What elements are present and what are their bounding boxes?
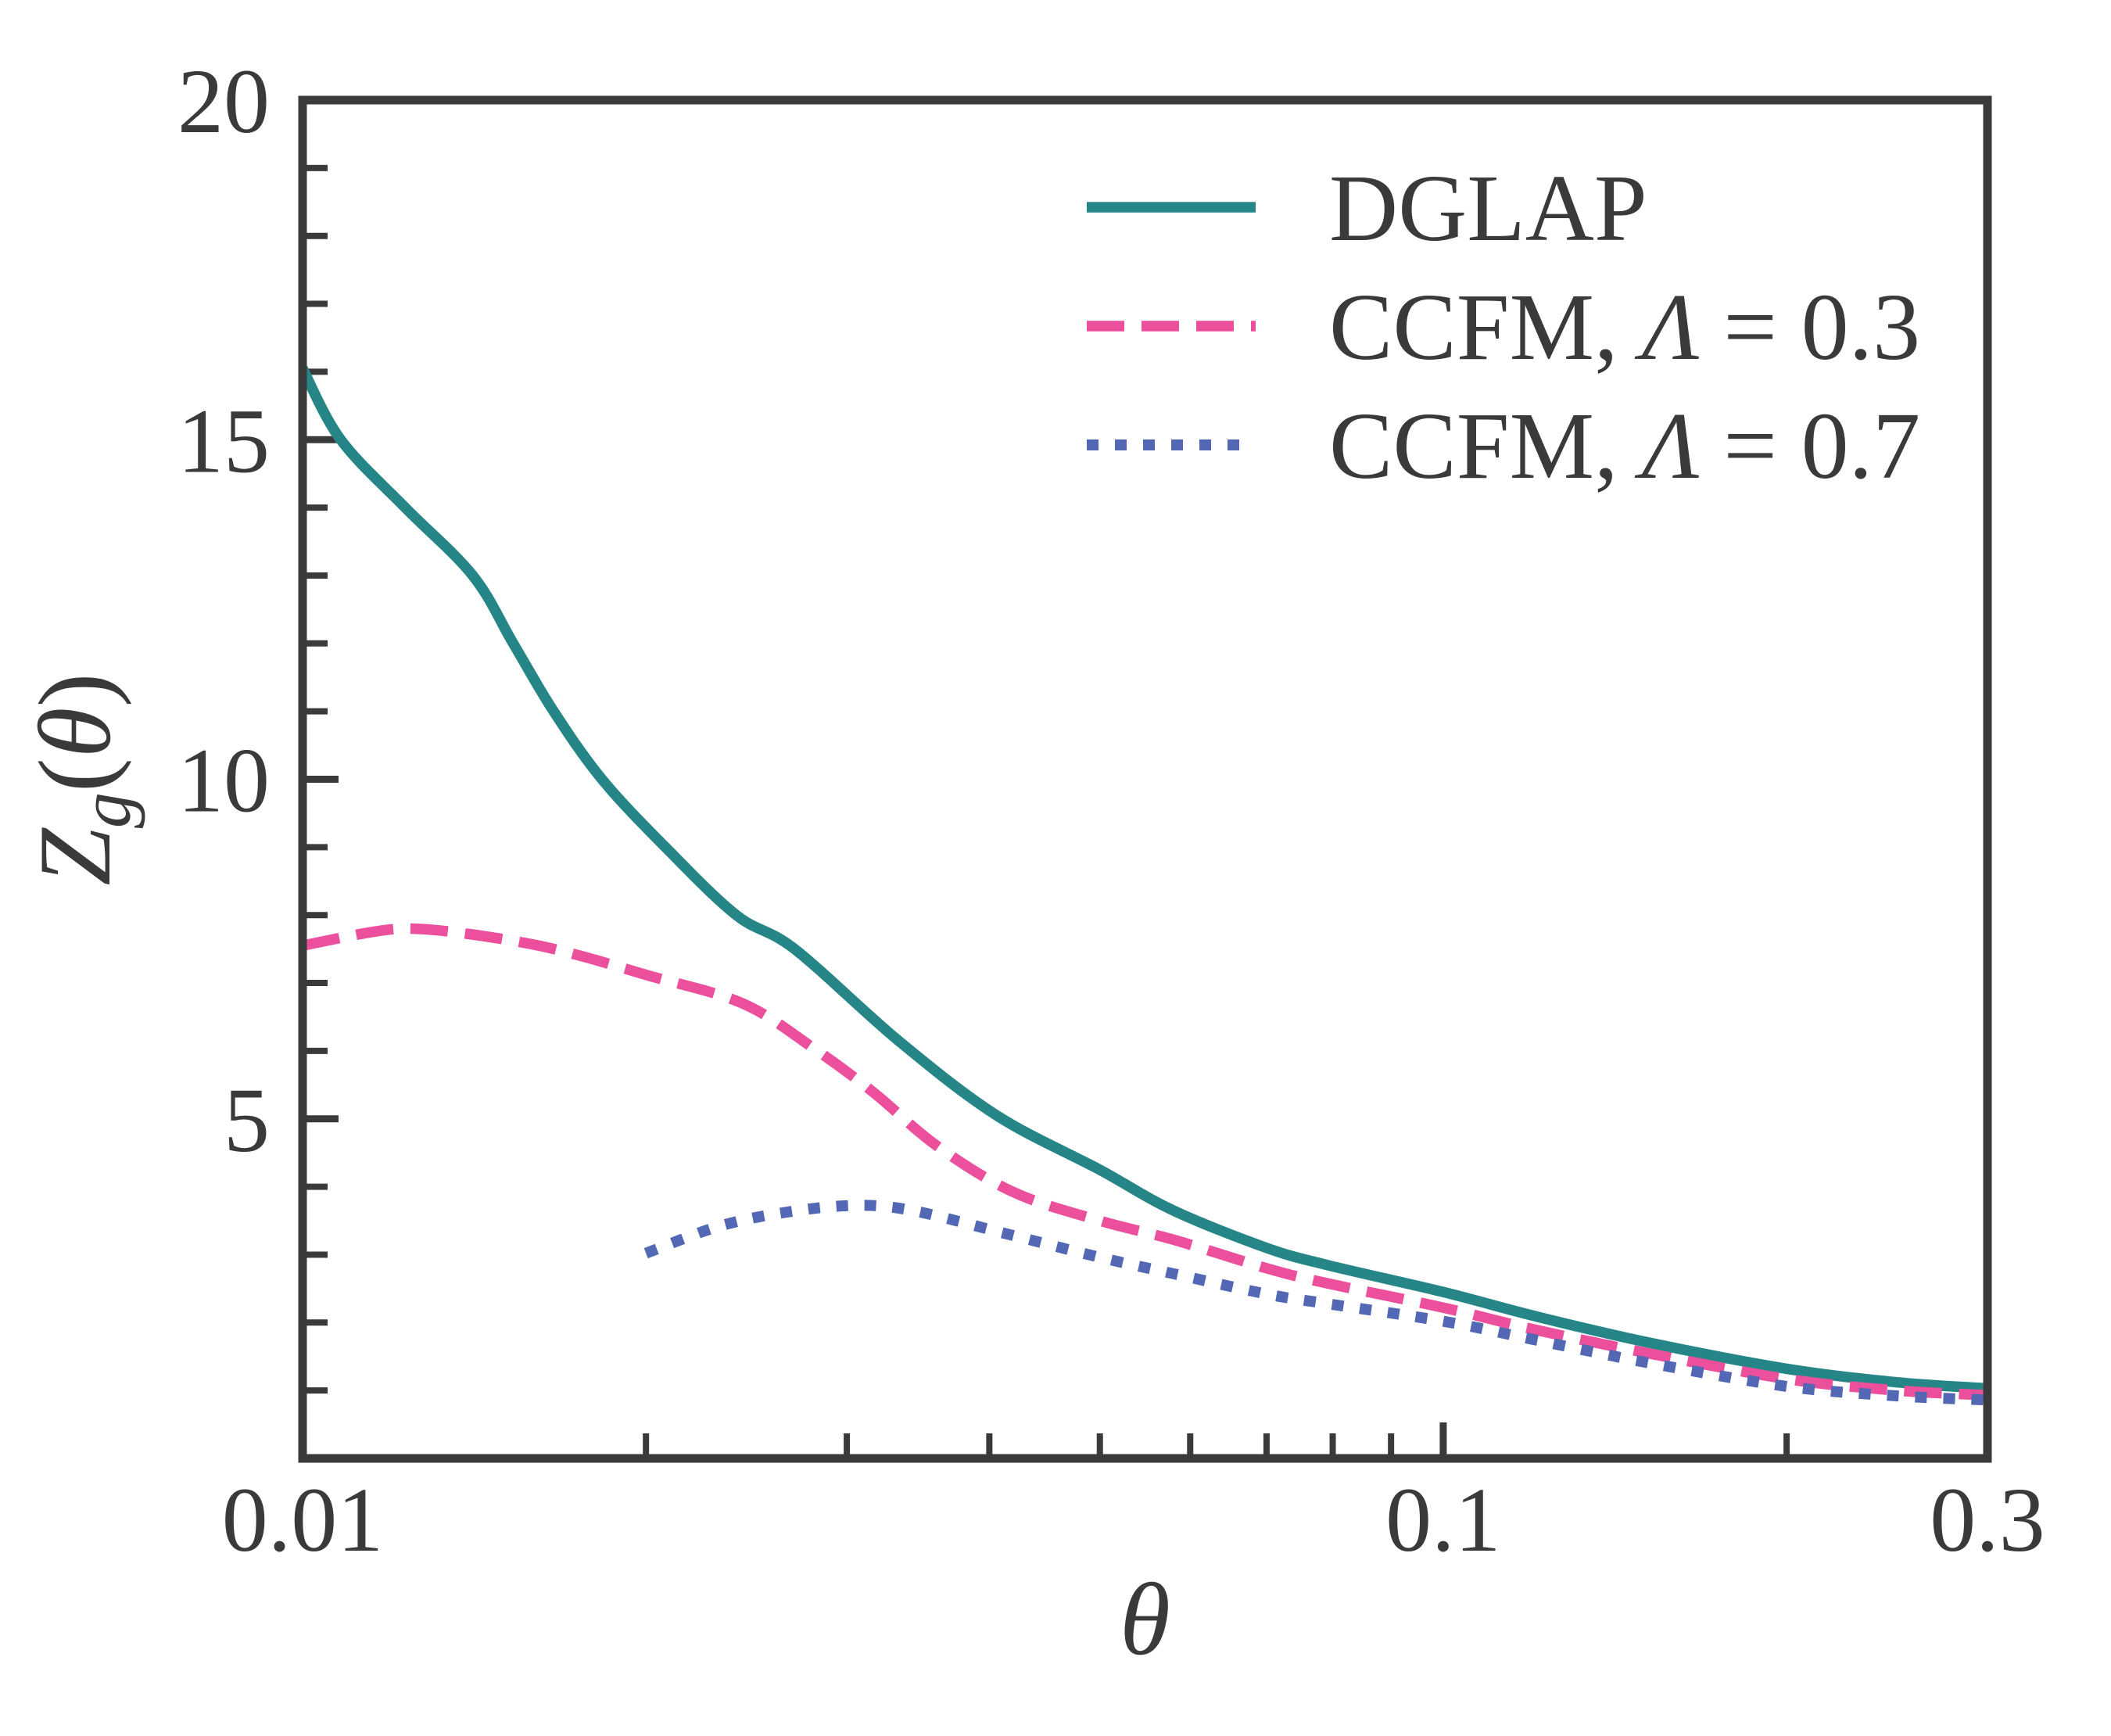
x-axis-label: θ (1120, 1562, 1170, 1677)
y-tick-label-15: 15 (177, 389, 270, 492)
x-tick-label-0.3: 0.3 (1930, 1469, 2045, 1571)
y-axis-label: Zg(θ) (17, 673, 145, 885)
x-tick-label-0.01: 0.01 (222, 1469, 384, 1571)
legend-item-ccfm-0.7: CCFM, Λ = 0.7 (1087, 393, 1920, 499)
series-group (303, 365, 1987, 1406)
legend-label: DGLAP (1329, 156, 1647, 261)
series-line-ccfm-0.7 (643, 1200, 1987, 1406)
series-line-ccfm-0.3 (303, 923, 1987, 1401)
y-tick-label-10: 10 (177, 730, 270, 832)
legend-label: CCFM, Λ = 0.7 (1329, 393, 1920, 499)
legend-item-ccfm-0.3: CCFM, Λ = 0.3 (1087, 274, 1920, 380)
series-line-dglap (303, 365, 1987, 1394)
legend-item-dglap: DGLAP (1087, 156, 1647, 261)
plot-frame (298, 95, 1992, 1463)
y-tick-label-20: 20 (177, 50, 270, 152)
y-tick-label-5: 5 (224, 1069, 270, 1171)
tick-labels: 0.01 0.1 0.3 5 10 15 20 (177, 50, 2045, 1571)
legend-label: CCFM, Λ = 0.3 (1329, 274, 1920, 380)
legend: DGLAP CCFM, Λ = 0.3 CCFM, Λ = 0.7 (1087, 156, 1920, 499)
x-tick-label-0.1: 0.1 (1385, 1469, 1501, 1571)
